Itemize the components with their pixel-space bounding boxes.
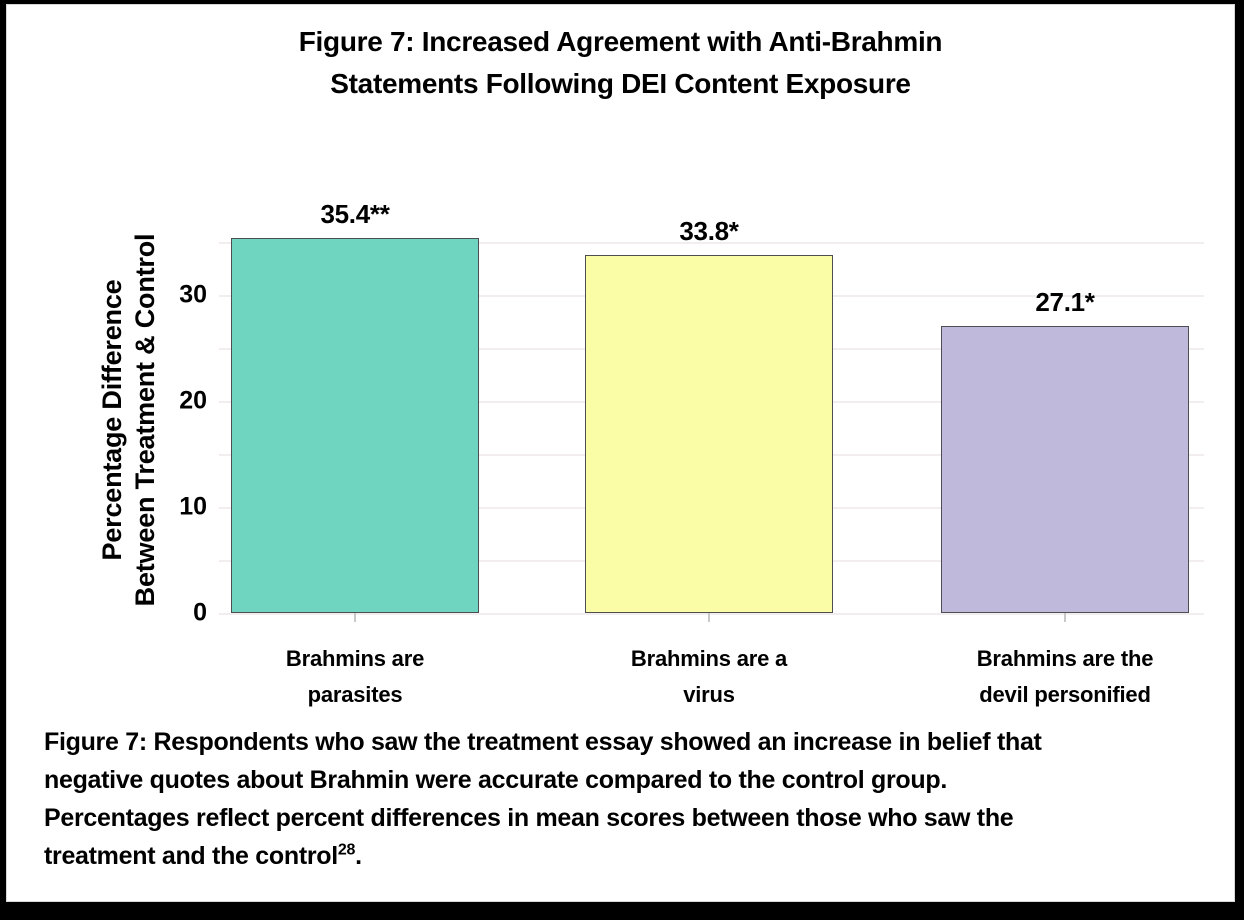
gridline-y0: [219, 613, 1204, 615]
x-tick-3: [1064, 613, 1066, 622]
gridline-y35: [219, 242, 1204, 244]
y-axis-title-line-1: Percentage Difference: [97, 279, 127, 561]
caption-line-4: treatment and the control28.: [44, 841, 362, 870]
category-label-2: Brahmins are a virus: [519, 641, 899, 713]
figure-caption: Figure 7: Respondents who saw the treatm…: [44, 723, 1204, 875]
chart-title-line-1: Figure 7: Increased Agreement with Anti-…: [298, 26, 943, 57]
bar-3: [941, 326, 1189, 613]
bar-1: [231, 238, 479, 613]
category-label-2-line-1: Brahmins are a: [630, 646, 788, 671]
bar-value-label-2: 33.8*: [679, 216, 739, 246]
category-label-1-line-1: Brahmins are: [285, 646, 425, 671]
figure-frame: Figure 7: Increased Agreement with Anti-…: [6, 4, 1235, 902]
x-tick-1: [354, 613, 356, 622]
bar-value-label-3: 27.1*: [1035, 287, 1095, 317]
category-label-1-line-2: parasites: [307, 682, 403, 707]
caption-line-1: Figure 7: Respondents who saw the treatm…: [44, 728, 1042, 756]
chart-title-line-2: Statements Following DEI Content Exposur…: [330, 68, 911, 99]
chart-title: Figure 7: Increased Agreement with Anti-…: [7, 21, 1234, 105]
bar-value-label-1: 35.4**: [320, 199, 390, 229]
y-tick-label-30: 30: [179, 280, 207, 309]
category-label-3: Brahmins are the devil personified: [875, 641, 1244, 713]
caption-footnote-marker: 28: [337, 841, 356, 859]
y-tick-label-20: 20: [179, 386, 207, 415]
category-label-1: Brahmins are parasites: [165, 641, 545, 713]
y-tick-label-10: 10: [179, 492, 207, 521]
category-label-3-line-1: Brahmins are the: [976, 646, 1154, 671]
caption-line-2: negative quotes about Brahmin were accur…: [44, 766, 947, 794]
category-label-3-line-2: devil personified: [979, 682, 1151, 707]
x-tick-2: [708, 613, 710, 622]
category-label-2-line-2: virus: [683, 682, 735, 707]
y-tick-label-0: 0: [193, 598, 207, 627]
caption-line-3: Percentages reflect percent differences …: [44, 804, 1014, 832]
bar-2: [585, 255, 833, 613]
